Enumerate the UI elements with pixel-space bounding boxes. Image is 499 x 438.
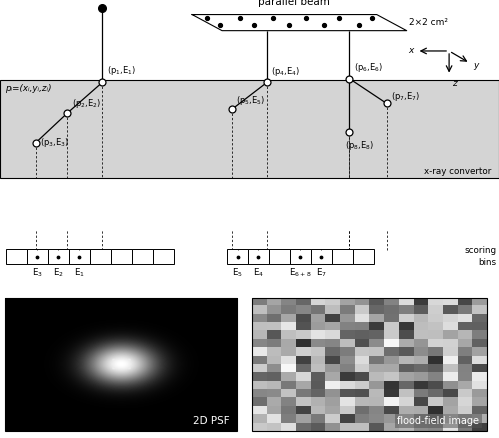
Bar (132, 249, 153, 264)
Text: (p$_6$,E$_6$): (p$_6$,E$_6$) (354, 61, 384, 74)
Text: (p$_5$,E$_5$): (p$_5$,E$_5$) (236, 94, 265, 107)
Bar (269, 249, 290, 264)
Bar (111, 249, 132, 264)
Bar (48, 249, 69, 264)
Text: E$_7$: E$_7$ (316, 266, 327, 279)
Text: E$_{6+8}$: E$_{6+8}$ (289, 266, 312, 279)
Text: (p$_1$,E$_1$): (p$_1$,E$_1$) (107, 64, 137, 77)
Text: E$_3$: E$_3$ (32, 266, 43, 279)
Text: parallel beam: parallel beam (258, 0, 330, 7)
Bar (5, 298, 237, 431)
Bar (248, 249, 269, 264)
Bar (227, 249, 248, 264)
Bar (6, 249, 27, 264)
Text: pᵢ=(xᵢ,yᵢ,zᵢ): pᵢ=(xᵢ,yᵢ,zᵢ) (5, 84, 51, 93)
Text: E$_2$: E$_2$ (53, 266, 64, 279)
Text: (p$_7$,E$_7$): (p$_7$,E$_7$) (391, 90, 420, 103)
Bar (332, 249, 353, 264)
Bar (353, 249, 374, 264)
Bar (252, 298, 487, 431)
Text: y: y (473, 60, 479, 70)
Text: x-ray convertor: x-ray convertor (424, 166, 492, 176)
Text: flood-field image: flood-field image (398, 416, 480, 426)
Text: (p$_2$,E$_2$): (p$_2$,E$_2$) (72, 97, 102, 110)
Text: (p$_4$,E$_4$): (p$_4$,E$_4$) (271, 65, 300, 78)
Bar (153, 249, 174, 264)
Bar (290, 249, 311, 264)
Bar (0, 81, 499, 178)
Text: scoring
bins: scoring bins (465, 246, 497, 267)
Text: E$_1$: E$_1$ (74, 266, 85, 279)
Bar (27, 249, 48, 264)
Text: (p$_3$,E$_3$): (p$_3$,E$_3$) (40, 136, 69, 149)
Bar (90, 249, 111, 264)
Text: E$_5$: E$_5$ (232, 266, 243, 279)
Bar (69, 249, 90, 264)
Text: (p$_8$,E$_8$): (p$_8$,E$_8$) (345, 139, 375, 152)
Bar (311, 249, 332, 264)
Text: z: z (452, 79, 457, 88)
Text: E$_4$: E$_4$ (253, 266, 264, 279)
Text: 2×2 cm²: 2×2 cm² (409, 18, 448, 28)
Text: 2D PSF: 2D PSF (194, 416, 230, 426)
Polygon shape (192, 14, 407, 31)
Text: x: x (408, 46, 413, 56)
